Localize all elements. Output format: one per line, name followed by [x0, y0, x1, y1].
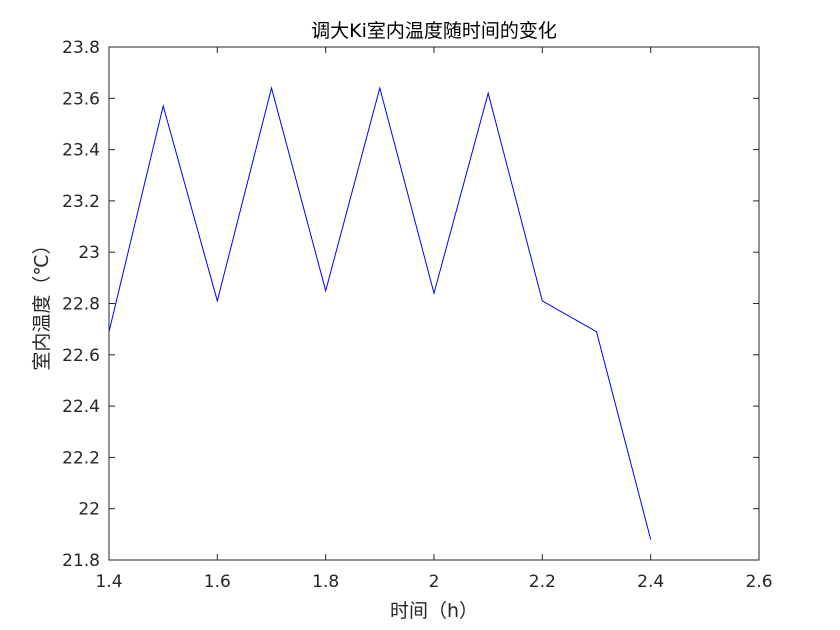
data-point: [379, 88, 380, 89]
y-tick-label: 22.2: [62, 448, 100, 468]
x-ticks: 1.4 1.6 1.8 2 2.2 2.4 2.6: [95, 47, 773, 592]
y-tick-label: 23.8: [62, 38, 100, 58]
series-layer: [108, 86, 652, 540]
y-tick-label: 22.8: [62, 295, 100, 315]
data-point: [271, 88, 272, 89]
x-tick-label: 1.4: [95, 572, 122, 592]
y-axis-label: 室内温度（℃）: [31, 235, 53, 370]
data-point: [596, 331, 597, 332]
plot-area: [109, 47, 759, 560]
data-point: [325, 290, 326, 291]
y-tick-label: 21.8: [62, 551, 100, 571]
x-tick-label: 2.6: [745, 572, 772, 592]
y-tick-label: 22: [78, 500, 100, 520]
chart-title: 调大Ki室内温度随时间的变化: [311, 20, 557, 42]
x-tick-label: 1.8: [312, 572, 339, 592]
series-line-0: [108, 86, 652, 540]
y-tick-label: 23.4: [62, 141, 100, 161]
y-tick-label: 22.6: [62, 346, 100, 366]
data-point: [217, 300, 218, 301]
y-tick-label: 23.6: [62, 89, 100, 109]
x-axis-label: 时间（h）: [390, 600, 478, 622]
y-tick-label: 23: [78, 243, 100, 263]
y-ticks: 21.8 22 22.2 22.4 22.6 22.8 23 23.2 23.4 23.6 23.8: [62, 38, 759, 571]
data-point: [163, 105, 164, 106]
x-tick-label: 1.6: [204, 572, 231, 592]
data-point: [542, 300, 543, 301]
y-tick-label: 22.4: [62, 397, 100, 417]
data-point: [650, 539, 651, 540]
x-tick-label: 2.4: [637, 572, 664, 592]
y-tick-label: 23.2: [62, 192, 100, 212]
data-point: [434, 293, 435, 294]
x-tick-label: 2: [429, 572, 440, 592]
x-tick-label: 2.2: [529, 572, 556, 592]
data-point: [488, 93, 489, 94]
